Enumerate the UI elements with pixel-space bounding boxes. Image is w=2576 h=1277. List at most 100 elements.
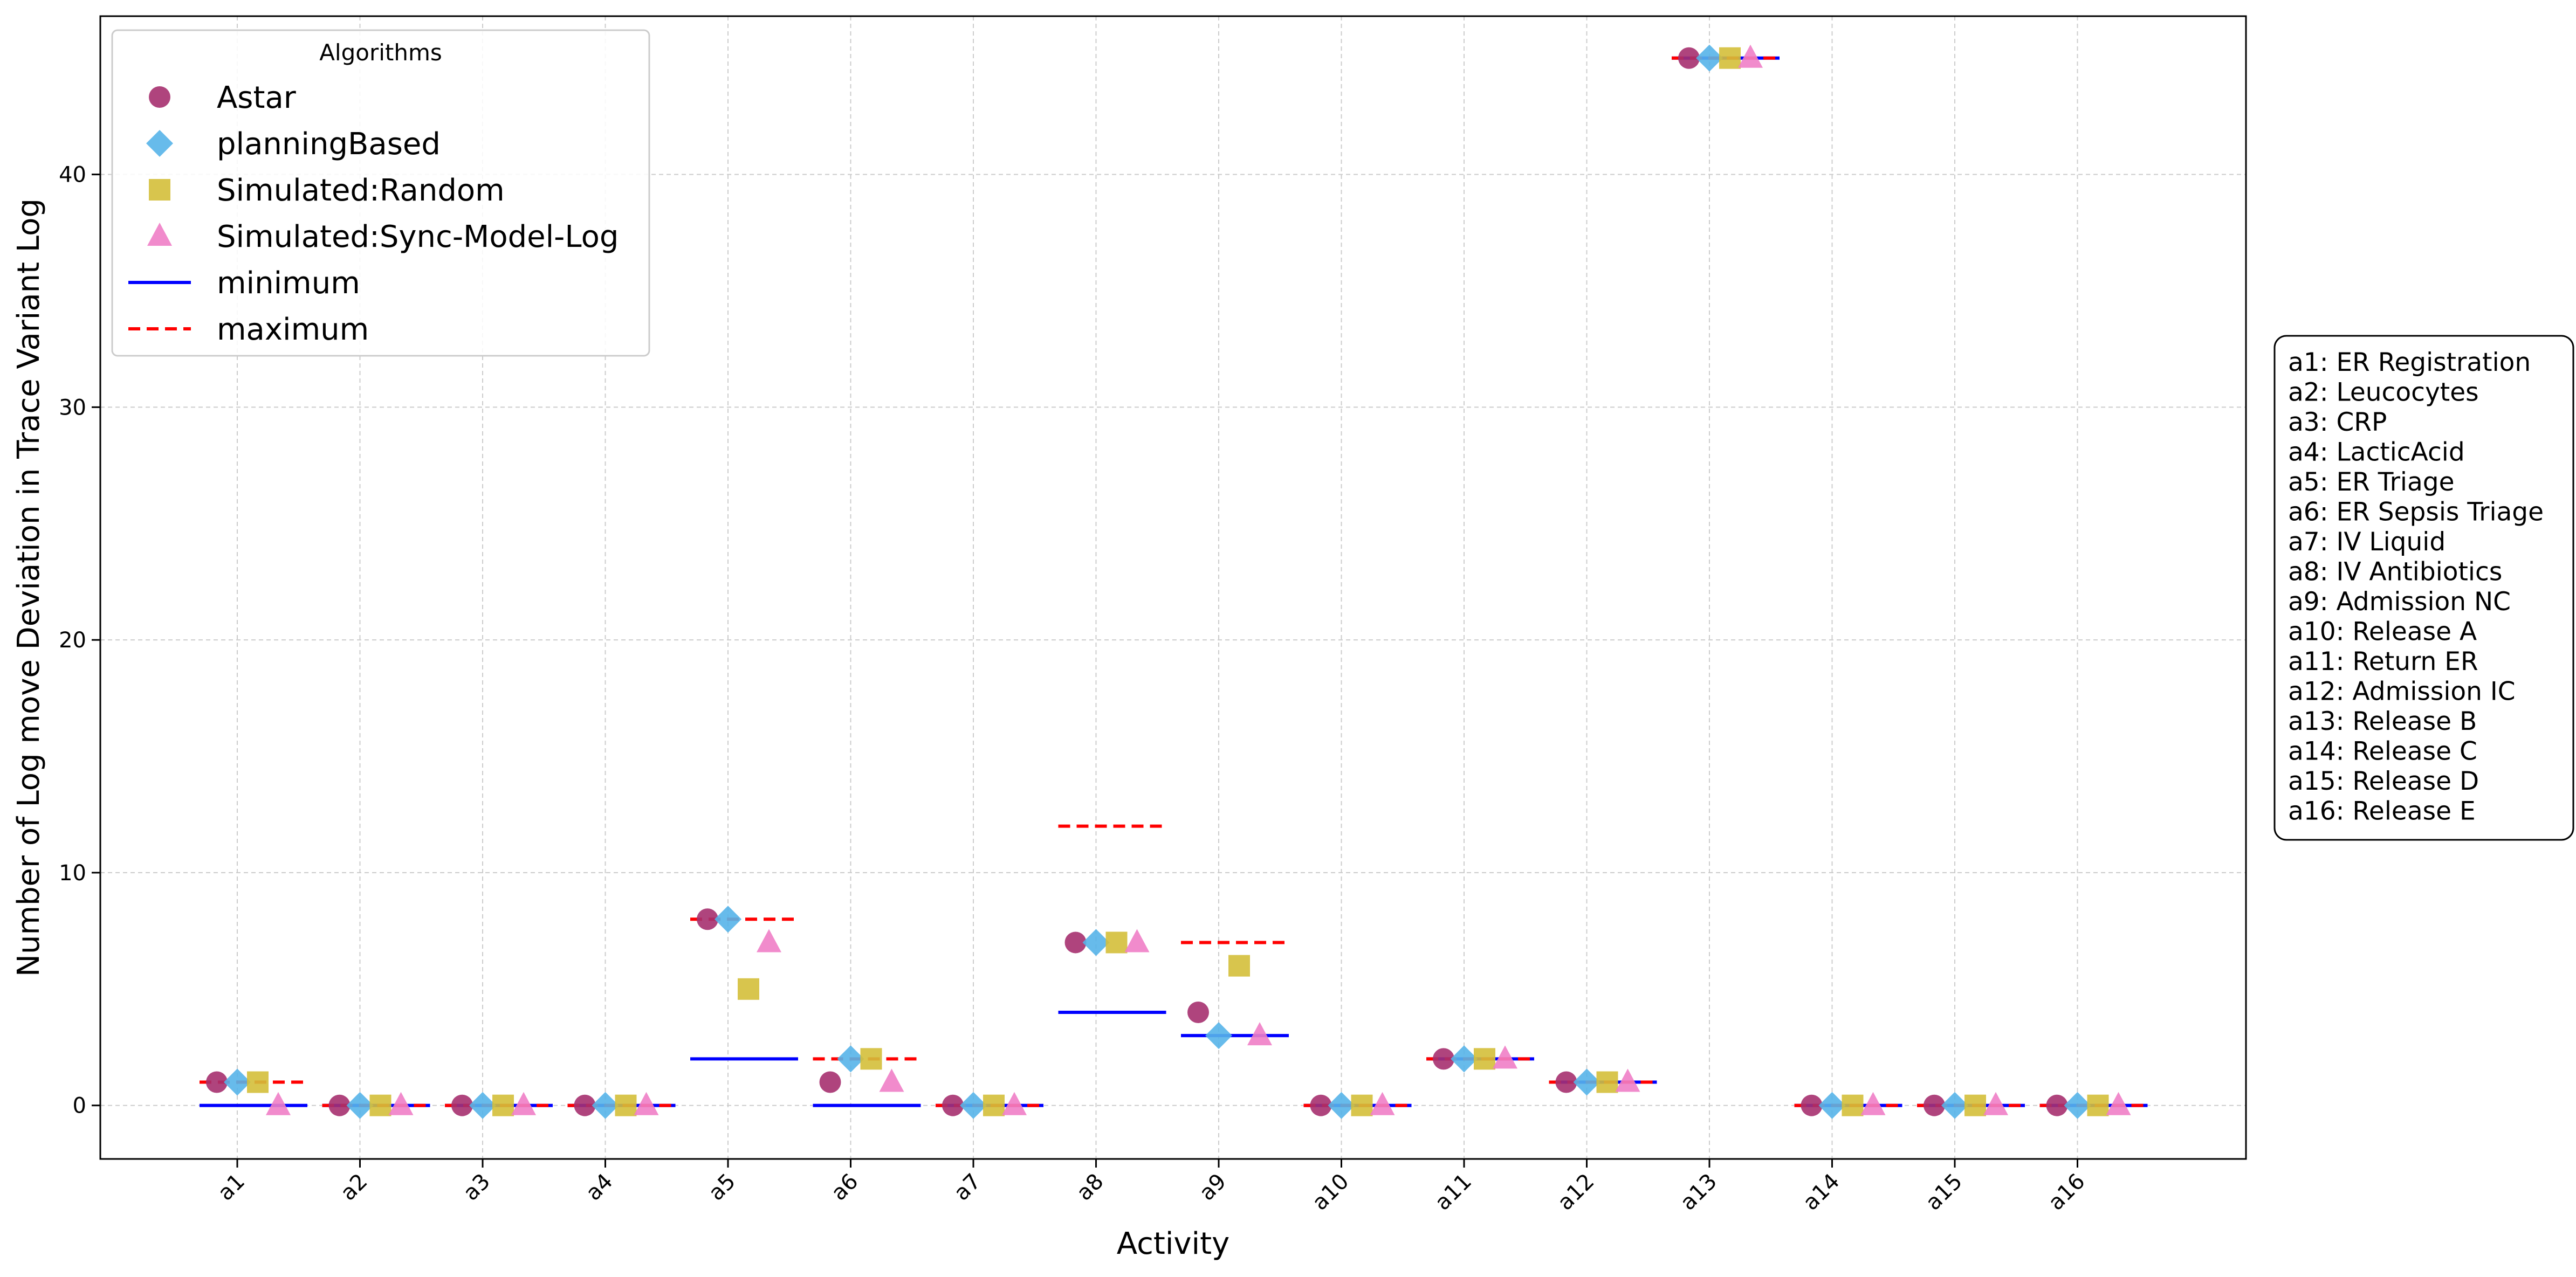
activity-mapping-item: a12: Admission IC [2288, 677, 2516, 707]
legend-astar-marker [149, 86, 170, 108]
simulated-sync-model-log-point [1860, 1092, 1886, 1115]
legend-items: Astar planningBased Simulated:Random Simula… [128, 80, 619, 347]
x-tick-label: a15 [1921, 1169, 1967, 1216]
astar-point [451, 1094, 473, 1116]
x-tick-label: a8 [1072, 1169, 1109, 1206]
x-tick-label: a2 [336, 1169, 373, 1206]
planningbased-point [1818, 1092, 1846, 1119]
planningbased-point [469, 1092, 496, 1119]
data-markers [206, 44, 2131, 1119]
simulated-random-point [1105, 931, 1128, 954]
simulated-sync-model-log-point [1493, 1045, 1517, 1069]
activity-mapping-item: a13: Release B [2288, 707, 2477, 736]
planningbased-point [1941, 1092, 1968, 1119]
astar-point [1555, 1071, 1577, 1093]
planningbased-point [837, 1045, 864, 1073]
planningbased-point [346, 1092, 374, 1119]
y-axis-label: Number of Log move Deviation in Trace Va… [11, 198, 46, 977]
astar-point [697, 908, 718, 930]
x-tick-label: a1 [213, 1169, 250, 1206]
activity-mapping-item: a6: ER Sepsis Triage [2288, 498, 2544, 527]
simulated-sync-model-log-point [879, 1068, 904, 1092]
astar-point [1187, 1001, 1209, 1023]
simulated-random-point [247, 1071, 269, 1093]
y-tick-label: 30 [59, 395, 86, 420]
astar-point [942, 1094, 964, 1116]
legend-simulated-random-label: Simulated:Random [217, 173, 505, 208]
astar-point [1801, 1094, 1823, 1116]
x-tick-label: a6 [827, 1169, 863, 1206]
x-tick-label: a16 [2044, 1169, 2090, 1216]
simulated-sync-model-log-point [511, 1092, 536, 1115]
simulated-sync-model-log-point [1615, 1068, 1640, 1092]
simulated-random-point [369, 1094, 391, 1116]
plot-frame [99, 15, 2247, 1160]
simulated-random-point [983, 1094, 1005, 1116]
x-tick-label: a4 [581, 1169, 618, 1206]
legend-title: Algorithms [319, 39, 442, 66]
activity-mapping-item: a11: Return ER [2288, 647, 2478, 677]
legend-simulated-sync-model-log-marker [147, 223, 172, 246]
planningbased-point [592, 1092, 619, 1119]
activity-mapping-item: a1: ER Registration [2288, 348, 2531, 377]
y-axis: 0 10 20 30 40 [59, 163, 100, 1119]
planningbased-point [1696, 44, 1723, 72]
y-tick-label: 40 [59, 163, 86, 188]
astar-point [1433, 1048, 1454, 1070]
simulated-random-point [1474, 1048, 1495, 1070]
activity-mapping-item: a16: Release E [2288, 797, 2476, 826]
simulated-sync-model-log-point [1247, 1022, 1272, 1046]
x-tick-label: a9 [1194, 1169, 1231, 1206]
astar-point [206, 1071, 228, 1093]
x-tick-label: a12 [1553, 1169, 1599, 1216]
legend-astar-label: Astar [217, 80, 297, 115]
activity-mapping-item: a4: LacticAcid [2288, 438, 2465, 467]
simulated-random-point [1596, 1071, 1618, 1093]
simulated-random-point [1964, 1094, 1986, 1116]
simulated-sync-model-log-point [2106, 1092, 2131, 1115]
y-tick-label: 10 [59, 861, 86, 886]
y-tick-label: 20 [59, 628, 86, 653]
y-tick-label: 0 [73, 1094, 86, 1119]
activity-mapping-item: a7: IV Liquid [2288, 527, 2446, 557]
astar-point [819, 1071, 841, 1093]
activity-mapping-item: a10: Release A [2288, 617, 2477, 647]
x-axis: a1 a2 a3 a4 a5 a6 a7 a8 a9 a10 a11 a12 a13 a14 a15 a16 [213, 1159, 2090, 1215]
planningbased-point [1573, 1068, 1600, 1096]
activity-mapping-item: a15: Release D [2288, 767, 2479, 796]
simulated-sync-model-log-point [1124, 929, 1150, 952]
legend-simulated-random-marker [149, 179, 170, 201]
simulated-sync-model-log-point [757, 929, 781, 952]
astar-point [2046, 1094, 2068, 1116]
x-tick-label: a13 [1675, 1169, 1722, 1216]
x-tick-label: a11 [1430, 1169, 1476, 1216]
planningbased-point [960, 1092, 987, 1119]
simulated-sync-model-log-point [1370, 1092, 1395, 1115]
activity-mapping-item: a8: IV Antibiotics [2288, 557, 2502, 587]
astar-point [574, 1094, 596, 1116]
legend-minimum-label: minimum [217, 266, 360, 301]
simulated-random-point [1719, 47, 1741, 69]
planningbased-point [1205, 1022, 1232, 1050]
simulated-sync-model-log-point [1002, 1092, 1027, 1115]
activity-mapping-item: a3: CRP [2288, 408, 2387, 437]
astar-point [1310, 1094, 1332, 1116]
astar-point [1678, 47, 1700, 69]
simulated-sync-model-log-point [1983, 1092, 2008, 1115]
simulated-random-point [615, 1094, 637, 1116]
legend-planningbased-label: planningBased [217, 127, 441, 162]
legend-box [111, 29, 650, 357]
simulated-random-point [1842, 1094, 1864, 1116]
simulated-random-point [738, 978, 759, 1000]
simulated-random-point [860, 1048, 882, 1070]
planningbased-point [1082, 929, 1110, 956]
simulated-sync-model-log-point [634, 1092, 659, 1115]
astar-point [1924, 1094, 1945, 1116]
planningbased-point [1328, 1092, 1355, 1119]
simulated-sync-model-log-point [1738, 44, 1763, 68]
x-tick-label: a7 [949, 1169, 986, 1206]
simulated-sync-model-log-point [266, 1092, 291, 1115]
